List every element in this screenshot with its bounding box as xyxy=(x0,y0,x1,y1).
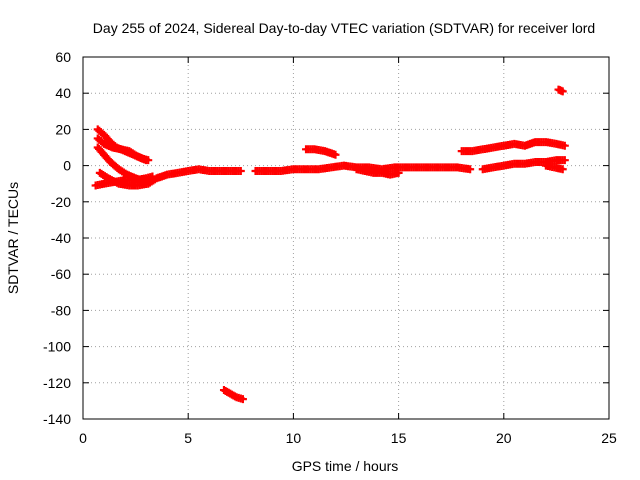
data-point xyxy=(560,141,569,150)
y-tick-label: -60 xyxy=(51,266,71,282)
y-tick-label: -40 xyxy=(51,230,71,246)
chart-title: Day 255 of 2024, Sidereal Day-to-day VTE… xyxy=(93,20,595,36)
y-tick-label: -120 xyxy=(43,375,71,391)
y-tick-label: 20 xyxy=(55,121,71,137)
data-point xyxy=(142,156,151,165)
data-point xyxy=(560,156,569,165)
y-tick-label: 60 xyxy=(55,49,71,65)
data-point xyxy=(394,168,403,177)
x-tick-label: 25 xyxy=(601,430,617,446)
x-tick-label: 20 xyxy=(496,430,512,446)
x-axis-label: GPS time / hours xyxy=(292,458,399,474)
y-tick-label: 40 xyxy=(55,85,71,101)
y-tick-label: -100 xyxy=(43,339,71,355)
data-point xyxy=(558,87,567,96)
data-points xyxy=(91,85,569,404)
y-tick-label: 0 xyxy=(63,158,71,174)
x-tick-label: 0 xyxy=(79,430,87,446)
data-point xyxy=(331,150,340,159)
x-tick-label: 10 xyxy=(286,430,302,446)
y-axis-label: SDTVAR / TECUs xyxy=(5,182,21,294)
y-tick-label: -80 xyxy=(51,302,71,318)
x-tick-label: 15 xyxy=(391,430,407,446)
grid xyxy=(83,57,609,419)
x-tick-label: 5 xyxy=(184,430,192,446)
y-tick-label: -140 xyxy=(43,411,71,427)
y-tick-label: -20 xyxy=(51,194,71,210)
data-point xyxy=(238,395,247,404)
data-point xyxy=(466,165,475,174)
data-point xyxy=(558,165,567,174)
data-point xyxy=(236,167,245,176)
axis-ticks: 0 5 10 15 20 25 -140 -120 -100 -80 -60 -40 -20 0 20 40 6… xyxy=(43,49,617,446)
